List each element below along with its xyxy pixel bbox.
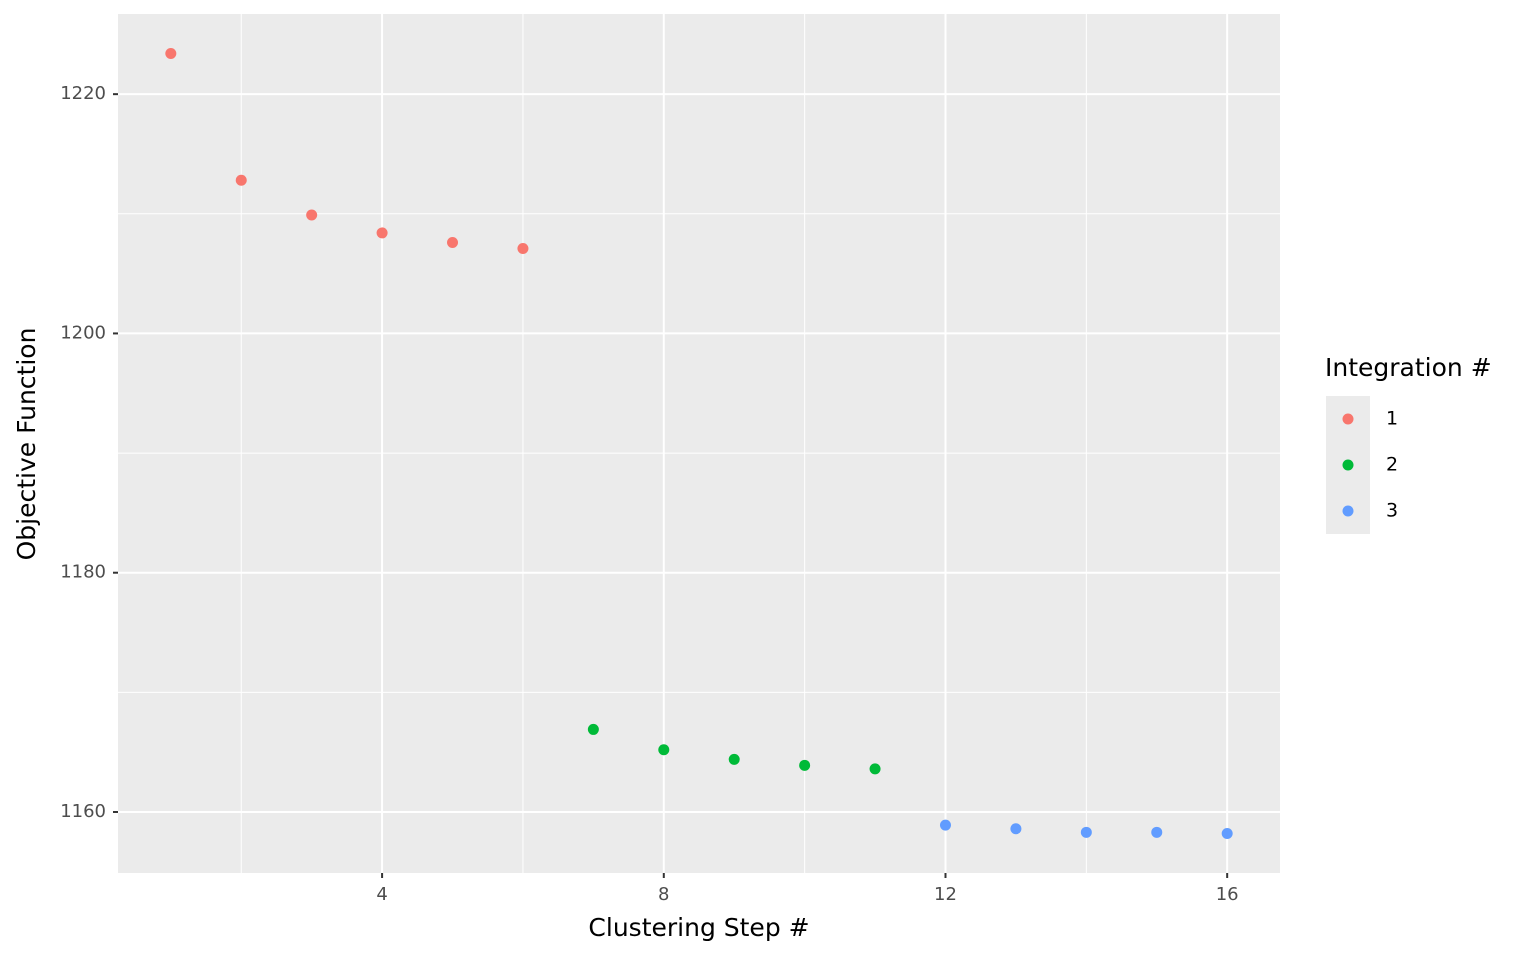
y-tick-label: 1160 — [60, 801, 106, 822]
x-tick-label: 16 — [1216, 884, 1239, 905]
data-point — [1010, 823, 1022, 835]
data-point — [658, 744, 670, 756]
legend-key — [1342, 413, 1354, 425]
legend-key — [1342, 505, 1354, 517]
legend-label: 1 — [1386, 408, 1398, 430]
data-point — [939, 819, 951, 831]
x-tick-label: 12 — [934, 884, 957, 905]
data-point — [235, 174, 247, 186]
x-tick-label: 8 — [658, 884, 669, 905]
x-axis-title: Clustering Step # — [588, 913, 809, 942]
data-point — [728, 753, 740, 765]
y-tick-label: 1200 — [60, 322, 106, 343]
y-tick-label: 1220 — [60, 83, 106, 104]
data-point — [447, 237, 459, 249]
data-point — [799, 759, 811, 771]
y-axis-title: Objective Function — [12, 328, 41, 561]
data-point — [1080, 826, 1092, 838]
data-point — [165, 47, 177, 59]
data-point — [587, 723, 599, 735]
plot-panel — [118, 14, 1280, 873]
legend-title: Integration # — [1325, 353, 1492, 382]
legend-label: 3 — [1386, 500, 1398, 522]
data-point — [517, 242, 529, 254]
legend-key — [1342, 459, 1354, 471]
data-point — [1221, 828, 1233, 840]
legend-label: 2 — [1386, 454, 1398, 476]
x-tick-label: 4 — [376, 884, 387, 905]
data-point — [869, 763, 881, 775]
data-point — [376, 227, 388, 239]
data-point — [306, 209, 318, 221]
y-tick-label: 1180 — [60, 562, 106, 583]
data-point — [1151, 826, 1163, 838]
